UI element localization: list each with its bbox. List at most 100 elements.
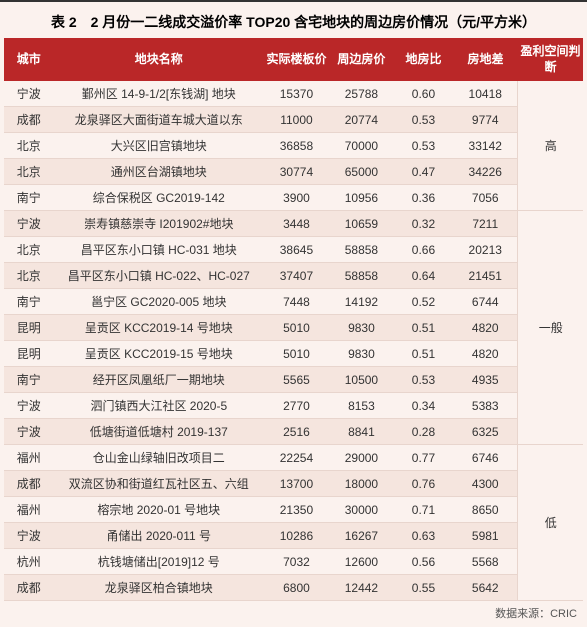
cell-ratio: 0.52 [394,289,453,315]
cell-plot: 龙泉驿区柏合镇地块 [54,575,264,601]
cell-price: 30774 [264,159,329,185]
cell-diff: 21451 [453,263,518,289]
cell-plot: 仓山金山绿轴旧改项目二 [54,445,264,471]
table-row: 宁波鄞州区 14-9-1/2[东钱湖] 地块15370257880.601041… [4,81,583,107]
cell-price: 37407 [264,263,329,289]
cell-around: 12442 [329,575,394,601]
cell-plot: 通州区台湖镇地块 [54,159,264,185]
group-label: 一般 [518,211,583,445]
cell-ratio: 0.71 [394,497,453,523]
cell-around: 30000 [329,497,394,523]
table-container: 表 2 2 月份一二线成交溢价率 TOP20 含宅地块的周边房价情况（元/平方米… [0,0,587,627]
table-row: 宁波甬储出 2020-011 号10286162670.635981 [4,523,583,549]
cell-price: 22254 [264,445,329,471]
cell-ratio: 0.51 [394,315,453,341]
data-table: 城市 地块名称 实际楼板价 周边房价 地房比 房地差 盈利空间判断 宁波鄞州区 … [4,38,583,601]
cell-city: 成都 [4,575,54,601]
col-city: 城市 [4,38,54,81]
cell-plot: 综合保税区 GC2019-142 [54,185,264,211]
cell-city: 宁波 [4,81,54,107]
table-row: 成都双流区协和街道红瓦社区五、六组13700180000.764300 [4,471,583,497]
cell-city: 杭州 [4,549,54,575]
cell-city: 福州 [4,497,54,523]
cell-price: 5010 [264,315,329,341]
table-row: 成都龙泉驿区大面街道车城大道以东11000207740.539774 [4,107,583,133]
cell-diff: 5981 [453,523,518,549]
cell-around: 14192 [329,289,394,315]
cell-price: 10286 [264,523,329,549]
cell-around: 18000 [329,471,394,497]
cell-price: 11000 [264,107,329,133]
cell-ratio: 0.28 [394,419,453,445]
cell-price: 15370 [264,81,329,107]
cell-plot: 大兴区旧宫镇地块 [54,133,264,159]
cell-price: 7032 [264,549,329,575]
cell-diff: 10418 [453,81,518,107]
cell-plot: 杭钱塘储出[2019]12 号 [54,549,264,575]
cell-ratio: 0.64 [394,263,453,289]
cell-city: 北京 [4,133,54,159]
cell-city: 昆明 [4,341,54,367]
cell-price: 2516 [264,419,329,445]
cell-price: 7448 [264,289,329,315]
table-row: 昆明呈贡区 KCC2019-14 号地块501098300.514820 [4,315,583,341]
col-price: 实际楼板价 [264,38,329,81]
table-title: 表 2 2 月份一二线成交溢价率 TOP20 含宅地块的周边房价情况（元/平方米… [4,6,583,38]
col-plot: 地块名称 [54,38,264,81]
cell-plot: 泗门镇西大江社区 2020-5 [54,393,264,419]
cell-city: 宁波 [4,393,54,419]
cell-ratio: 0.66 [394,237,453,263]
cell-around: 16267 [329,523,394,549]
cell-ratio: 0.51 [394,341,453,367]
cell-around: 58858 [329,237,394,263]
cell-city: 北京 [4,159,54,185]
cell-plot: 双流区协和街道红瓦社区五、六组 [54,471,264,497]
cell-diff: 6744 [453,289,518,315]
cell-price: 13700 [264,471,329,497]
cell-diff: 5642 [453,575,518,601]
cell-city: 南宁 [4,367,54,393]
cell-ratio: 0.53 [394,107,453,133]
table-row: 北京昌平区东小口镇 HC-022、HC-02737407588580.64214… [4,263,583,289]
cell-diff: 33142 [453,133,518,159]
cell-diff: 4820 [453,315,518,341]
cell-around: 10659 [329,211,394,237]
cell-plot: 呈贡区 KCC2019-15 号地块 [54,341,264,367]
cell-ratio: 0.56 [394,549,453,575]
table-row: 福州榕宗地 2020-01 号地块21350300000.718650 [4,497,583,523]
cell-ratio: 0.53 [394,133,453,159]
cell-around: 29000 [329,445,394,471]
cell-around: 58858 [329,263,394,289]
header-row: 城市 地块名称 实际楼板价 周边房价 地房比 房地差 盈利空间判断 [4,38,583,81]
table-row: 南宁邕宁区 GC2020-005 地块7448141920.526744 [4,289,583,315]
cell-diff: 6746 [453,445,518,471]
group-label: 高 [518,81,583,211]
cell-diff: 20213 [453,237,518,263]
col-ratio: 地房比 [394,38,453,81]
table-body: 宁波鄞州区 14-9-1/2[东钱湖] 地块15370257880.601041… [4,81,583,601]
cell-city: 宁波 [4,419,54,445]
cell-ratio: 0.47 [394,159,453,185]
cell-ratio: 0.32 [394,211,453,237]
cell-plot: 龙泉驿区大面街道车城大道以东 [54,107,264,133]
cell-diff: 6325 [453,419,518,445]
cell-around: 12600 [329,549,394,575]
cell-around: 9830 [329,341,394,367]
table-row: 南宁经开区凤凰纸厂一期地块5565105000.534935 [4,367,583,393]
cell-city: 福州 [4,445,54,471]
cell-city: 北京 [4,237,54,263]
cell-around: 25788 [329,81,394,107]
cell-ratio: 0.63 [394,523,453,549]
group-label: 低 [518,445,583,601]
cell-ratio: 0.36 [394,185,453,211]
cell-price: 3448 [264,211,329,237]
table-row: 福州仓山金山绿轴旧改项目二22254290000.776746低 [4,445,583,471]
cell-ratio: 0.34 [394,393,453,419]
cell-plot: 甬储出 2020-011 号 [54,523,264,549]
table-row: 北京通州区台湖镇地块30774650000.4734226 [4,159,583,185]
cell-around: 65000 [329,159,394,185]
cell-plot: 呈贡区 KCC2019-14 号地块 [54,315,264,341]
cell-plot: 榕宗地 2020-01 号地块 [54,497,264,523]
cell-ratio: 0.60 [394,81,453,107]
cell-around: 10500 [329,367,394,393]
